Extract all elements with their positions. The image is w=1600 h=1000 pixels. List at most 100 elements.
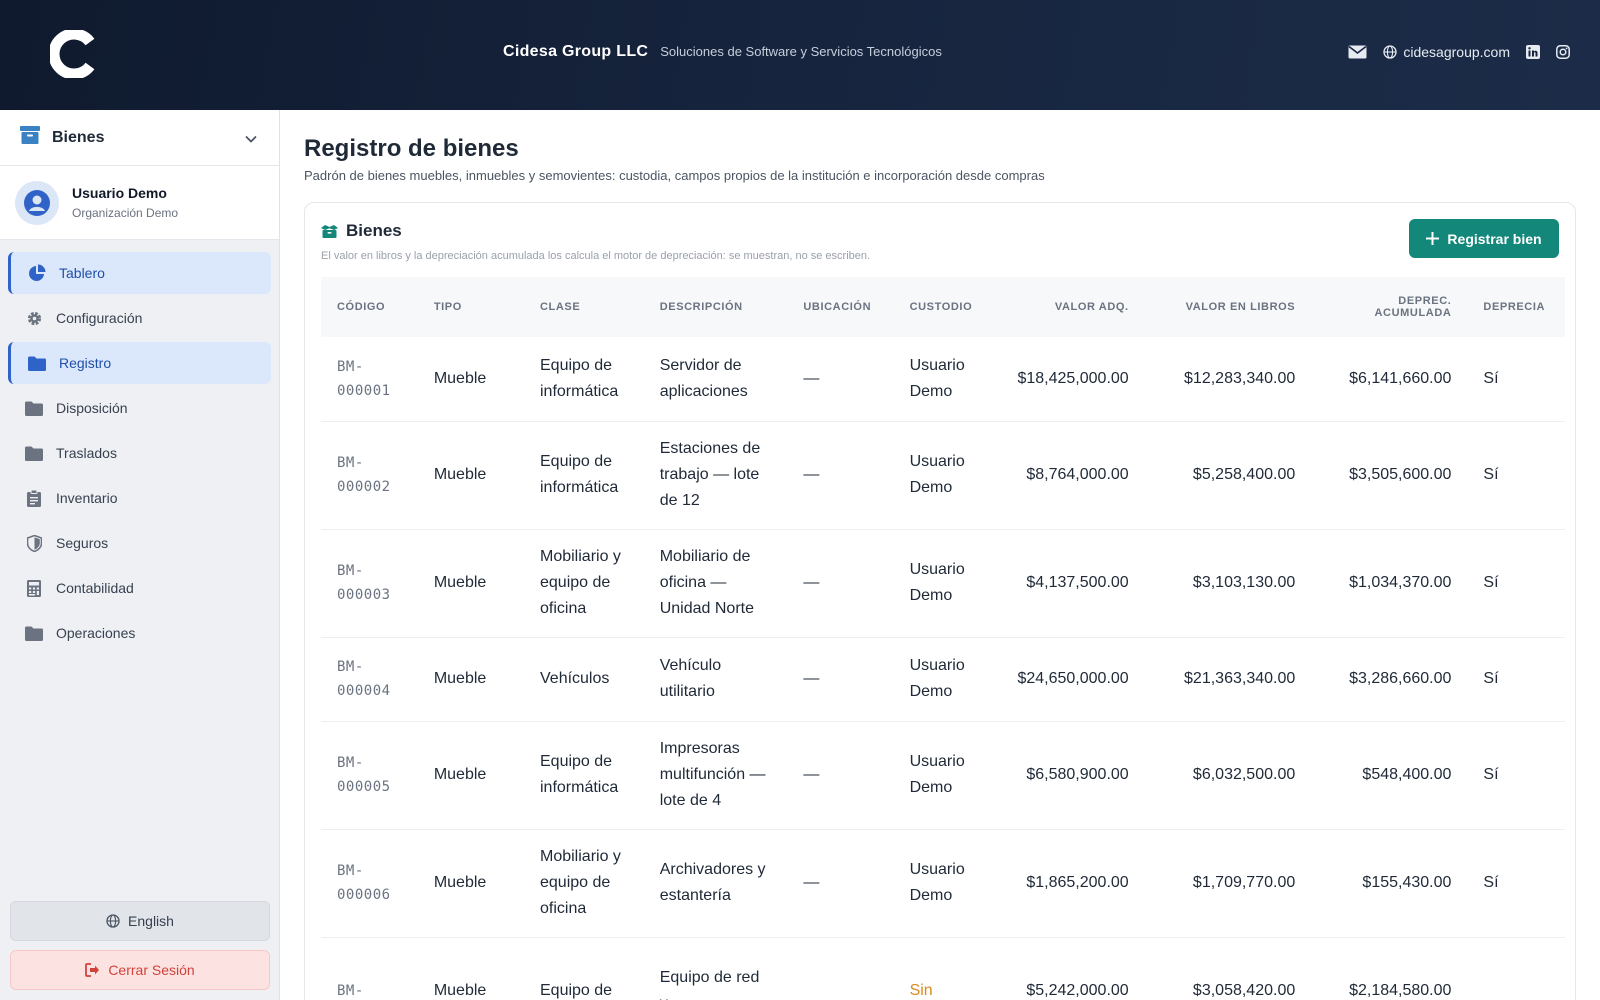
cell-deprec-acumulada: $548,400.00 bbox=[1311, 721, 1468, 830]
cell-valor-adq: $8,764,000.00 bbox=[995, 421, 1145, 530]
cell-codigo: BM- bbox=[321, 937, 418, 1000]
register-asset-button[interactable]: Registrar bien bbox=[1409, 219, 1559, 258]
cell-ubicacion: — bbox=[787, 829, 894, 938]
table-row[interactable]: BM-000001 Mueble Equipo de informática S… bbox=[321, 337, 1565, 422]
cell-codigo: BM-000004 bbox=[321, 637, 418, 722]
sidebar-item-label: Inventario bbox=[56, 490, 118, 506]
cell-ubicacion: — bbox=[787, 529, 894, 638]
instagram-icon[interactable] bbox=[1556, 45, 1570, 59]
nav-menu: Tablero Configuración Registro Disposici… bbox=[0, 240, 279, 654]
card-title: Bienes bbox=[321, 221, 402, 241]
globe-icon bbox=[106, 914, 120, 928]
cell-deprecia bbox=[1467, 937, 1565, 1000]
sidebar-item-label: Registro bbox=[59, 355, 112, 371]
header-valor-libros[interactable]: VALOR EN LIBROS bbox=[1185, 301, 1296, 313]
cell-descripcion: Estaciones de trabajo — lote de 12 bbox=[643, 421, 788, 530]
cell-valor-libros: $6,032,500.00 bbox=[1144, 721, 1312, 830]
mail-icon[interactable] bbox=[1348, 45, 1367, 59]
header-ubicacion[interactable]: UBICACIÓN bbox=[803, 301, 872, 313]
header-deprecia[interactable]: DEPRECIA bbox=[1483, 301, 1546, 313]
cell-tipo: Mueble bbox=[417, 937, 524, 1000]
cell-deprecia: Sí bbox=[1467, 421, 1565, 530]
cell-clase: Equipo de informática bbox=[524, 721, 644, 830]
sidebar-item-contabilidad[interactable]: Contabilidad bbox=[8, 567, 271, 609]
cell-descripcion: Servidor de aplicaciones bbox=[643, 337, 788, 422]
cell-valor-adq: $5,242,000.00 bbox=[995, 937, 1145, 1000]
cell-ubicacion: — bbox=[787, 637, 894, 722]
cell-descripcion: Impresoras multifunción — lote de 4 bbox=[643, 721, 788, 830]
table-row[interactable]: BM-000003 Mueble Mobiliario y equipo de … bbox=[321, 529, 1565, 638]
sidebar-item-label: Configuración bbox=[56, 310, 143, 326]
cell-custodio: Usuario Demo bbox=[893, 421, 996, 530]
table-row[interactable]: BM-000005 Mueble Equipo de informática I… bbox=[321, 721, 1565, 830]
page-title: Registro de bienes bbox=[304, 135, 519, 162]
table-row[interactable]: BM-000002 Mueble Equipo de informática E… bbox=[321, 421, 1565, 530]
folder-icon bbox=[25, 624, 43, 642]
cell-clase: Equipo de informática bbox=[524, 337, 644, 422]
header-tipo[interactable]: TIPO bbox=[433, 301, 462, 313]
sidebar-item-configuracion[interactable]: Configuración bbox=[8, 297, 271, 339]
cell-clase: Vehículos bbox=[524, 637, 644, 722]
company-name: Cidesa Group LLC bbox=[503, 43, 649, 60]
header-codigo[interactable]: CÓDIGO bbox=[337, 301, 386, 313]
table-row[interactable]: BM-000006 Mueble Mobiliario y equipo de … bbox=[321, 829, 1565, 938]
language-button[interactable]: English bbox=[10, 901, 270, 941]
sidebar-item-registro[interactable]: Registro bbox=[8, 342, 271, 384]
logout-button[interactable]: Cerrar Sesión bbox=[10, 950, 270, 990]
cell-custodio: Usuario Demo bbox=[893, 337, 996, 422]
cell-custodio: Usuario Demo bbox=[893, 529, 996, 638]
cell-valor-libros: $1,709,770.00 bbox=[1144, 829, 1312, 938]
cell-descripcion: Equipo de red y bbox=[643, 937, 788, 1000]
cell-deprec-acumulada: $155,430.00 bbox=[1311, 829, 1468, 938]
cell-deprecia: Sí bbox=[1467, 829, 1565, 938]
cell-valor-adq: $4,137,500.00 bbox=[995, 529, 1145, 638]
language-label: English bbox=[128, 913, 174, 929]
cell-valor-adq: $1,865,200.00 bbox=[995, 829, 1145, 938]
sidebar-item-label: Tablero bbox=[59, 265, 105, 281]
sign-out-icon bbox=[85, 963, 100, 977]
cidesa-logo[interactable] bbox=[48, 28, 98, 80]
cell-clase: Mobiliario y equipo de oficina bbox=[524, 829, 644, 938]
sidebar-item-seguros[interactable]: Seguros bbox=[8, 522, 271, 564]
user-profile: Usuario Demo Organización Demo bbox=[0, 166, 279, 240]
header-valor-adq[interactable]: VALOR ADQ. bbox=[1054, 301, 1129, 313]
header-descripcion[interactable]: DESCRIPCIÓN bbox=[659, 301, 743, 313]
brand: Cidesa Group LLC Soluciones de Software … bbox=[503, 43, 942, 61]
header-clase[interactable]: CLASE bbox=[540, 301, 581, 313]
sidebar-item-label: Contabilidad bbox=[56, 580, 134, 596]
chevron-down-icon[interactable] bbox=[245, 130, 257, 148]
company-tagline: Soluciones de Software y Servicios Tecno… bbox=[660, 44, 942, 59]
sidebar-item-inventario[interactable]: Inventario bbox=[8, 477, 271, 519]
cell-clase: Equipo de informática bbox=[524, 421, 644, 530]
module-selector[interactable]: Bienes bbox=[0, 110, 279, 166]
clipboard-icon bbox=[25, 489, 43, 507]
cell-custodio: Usuario Demo bbox=[893, 829, 996, 938]
shield-icon bbox=[25, 534, 43, 552]
sidebar-item-disposicion[interactable]: Disposición bbox=[8, 387, 271, 429]
cell-clase: Mobiliario y equipo de oficina bbox=[524, 529, 644, 638]
cell-descripcion: Vehículo utilitario bbox=[643, 637, 788, 722]
sidebar-item-operaciones[interactable]: Operaciones bbox=[8, 612, 271, 654]
cell-valor-adq: $24,650,000.00 bbox=[995, 637, 1145, 722]
sidebar-item-tablero[interactable]: Tablero bbox=[8, 252, 271, 294]
cell-tipo: Mueble bbox=[417, 721, 524, 830]
sidebar-item-label: Traslados bbox=[56, 445, 117, 461]
calculator-icon bbox=[25, 579, 43, 597]
cell-tipo: Mueble bbox=[417, 421, 524, 530]
cell-deprecia: Sí bbox=[1467, 337, 1565, 422]
cell-tipo: Mueble bbox=[417, 529, 524, 638]
logout-label: Cerrar Sesión bbox=[108, 962, 195, 978]
cell-codigo: BM-000002 bbox=[321, 421, 418, 530]
linkedin-icon[interactable] bbox=[1526, 45, 1540, 59]
cell-deprec-acumulada: $1,034,370.00 bbox=[1311, 529, 1468, 638]
table-row[interactable]: BM-000004 Mueble Vehículos Vehículo util… bbox=[321, 637, 1565, 722]
table-row[interactable]: BM- Mueble Equipo de Equipo de red y Sin… bbox=[321, 937, 1565, 1000]
sidebar-item-traslados[interactable]: Traslados bbox=[8, 432, 271, 474]
header-deprec-acumulada[interactable]: DEPREC. ACUMULADA bbox=[1374, 295, 1452, 319]
module-title: Bienes bbox=[52, 128, 105, 146]
plus-icon bbox=[1426, 232, 1440, 245]
website-text: cidesagroup.com bbox=[1403, 44, 1510, 60]
cell-deprec-acumulada: $3,286,660.00 bbox=[1311, 637, 1468, 722]
header-custodio[interactable]: CUSTODIO bbox=[909, 301, 973, 313]
website-link[interactable]: cidesagroup.com bbox=[1383, 44, 1510, 60]
